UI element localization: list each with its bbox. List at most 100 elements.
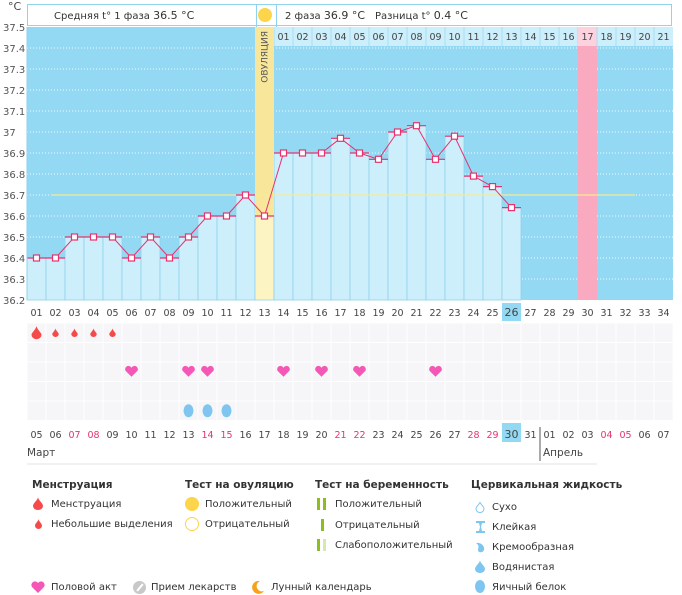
- symptom-cell: [236, 323, 255, 342]
- symptom-cell: [502, 401, 521, 420]
- temperature-point: [241, 191, 250, 199]
- expected-period-header-cell: [578, 27, 597, 46]
- cycle-day-label: 33: [638, 308, 650, 319]
- symptom-cell: [293, 323, 312, 342]
- y-tick-label: 36.4: [3, 254, 25, 265]
- symptom-cell: [559, 343, 578, 362]
- temperature-point: [184, 233, 193, 241]
- symptom-cell: [160, 323, 179, 342]
- symptom-cell: [312, 323, 331, 342]
- symptom-cell: [103, 343, 122, 362]
- cycle-day-label: 26: [505, 306, 519, 319]
- legend-cervical-title: Цервикальная жидкость: [471, 479, 623, 491]
- symptom-cell: [578, 362, 597, 381]
- menstruation-drop-icon: [31, 325, 42, 340]
- calendar-date-label: 11: [144, 430, 156, 441]
- symptom-cell: [597, 382, 616, 401]
- symptom-cell: [122, 382, 141, 401]
- phase2-day-label: 12: [486, 32, 498, 43]
- symptom-cell: [426, 382, 445, 401]
- egg-white-icon: [221, 404, 232, 418]
- calendar-date-label: 15: [220, 430, 232, 441]
- phase1-summary: Средняя t° 1 фаза 36.5 °C: [54, 9, 194, 22]
- cycle-day-label: 10: [201, 308, 213, 319]
- symptom-cell: [654, 401, 673, 420]
- temperature-point: [108, 233, 117, 241]
- symptom-cell: [578, 343, 597, 362]
- phase2-value: 36.9 °C: [323, 9, 366, 22]
- symptom-cell: [350, 343, 369, 362]
- symptom-cell: [597, 323, 616, 342]
- today-cycle-day-highlight: [502, 303, 521, 321]
- symptom-cell: [369, 343, 388, 362]
- cycle-day-label: 29: [562, 308, 574, 319]
- symptom-cell: [84, 343, 103, 362]
- symptom-cell: [540, 362, 559, 381]
- moon-icon: [252, 580, 264, 594]
- symptom-cell: [122, 401, 141, 420]
- temperature-point: [70, 233, 79, 241]
- calendar-date-label: 07: [657, 430, 669, 441]
- spotting-drop-icon: [71, 328, 78, 337]
- symptom-cell: [483, 343, 502, 362]
- symptom-cell: [141, 362, 160, 381]
- symptom-cell: [464, 362, 483, 381]
- temperature-bar: [26, 257, 47, 301]
- cycle-day-label: 19: [372, 308, 384, 319]
- cycle-day-label: 08: [163, 308, 175, 319]
- symptom-cell: [559, 323, 578, 342]
- symptom-cell: [426, 323, 445, 342]
- symptom-cell: [331, 362, 350, 381]
- symptom-cell: [160, 401, 179, 420]
- calendar-date-label: 10: [125, 430, 137, 441]
- calendar-date-label: 06: [49, 430, 61, 441]
- symptom-cell: [65, 401, 84, 420]
- calendar-date-label: 06: [638, 430, 650, 441]
- y-tick-label: 37.1: [3, 107, 25, 118]
- pregnancy-positive-icon-bar2: [323, 498, 326, 510]
- phase2-day-label: 09: [429, 32, 441, 43]
- y-tick-label: 36.9: [3, 149, 25, 160]
- intercourse-heart-icon: [315, 365, 328, 377]
- symptom-cell: [540, 382, 559, 401]
- symptom-cell: [84, 362, 103, 381]
- cycle-day-label: 21: [410, 308, 422, 319]
- temperature-bar: [330, 137, 351, 301]
- egg-white-icon: [475, 580, 485, 593]
- symptom-cell: [369, 382, 388, 401]
- cycle-day-label: 03: [68, 308, 80, 319]
- legend-pregnancy-positive: Положительный: [335, 499, 422, 510]
- symptom-cell: [578, 323, 597, 342]
- temperature-point: [317, 149, 326, 157]
- temperature-point: [374, 155, 383, 163]
- diff-label: Разница t°: [375, 11, 431, 22]
- dry-icon: [475, 501, 485, 513]
- diff-summary: Разница t° 0.4 °C: [375, 9, 468, 22]
- legend-dry: Сухо: [492, 502, 517, 513]
- temperature-point: [260, 212, 269, 220]
- phase2-day-header: [274, 27, 673, 46]
- cycle-day-label: 16: [315, 308, 327, 319]
- symptom-cell: [46, 343, 65, 362]
- symptom-cell: [483, 323, 502, 342]
- temperature-point: [298, 149, 307, 157]
- ovulation-column: [255, 27, 274, 216]
- intercourse-heart-icon: [429, 365, 442, 377]
- temperature-bar: [368, 158, 389, 301]
- temperature-point: [336, 134, 345, 142]
- spotting-drop-icon: [52, 328, 59, 337]
- symptom-cell: [27, 401, 46, 420]
- cycle-day-label: 15: [296, 308, 308, 319]
- calendar-date-label: 17: [258, 430, 270, 441]
- symptom-cell: [293, 401, 312, 420]
- symptom-cell: [331, 323, 350, 342]
- symptom-cell: [521, 362, 540, 381]
- symptom-cell: [293, 362, 312, 381]
- cycle-day-label: 32: [619, 308, 631, 319]
- temperature-bar: [178, 236, 199, 301]
- symptom-cell: [84, 401, 103, 420]
- legend-creamy: Кремообразная: [492, 542, 575, 553]
- calendar-date-label: 30: [505, 428, 519, 441]
- medication-icon: [133, 581, 146, 594]
- y-axis: 37.5 37.4 37.3 37.2 37.1 37 36.9 36.8 36.7 36.6 36…: [3, 23, 25, 307]
